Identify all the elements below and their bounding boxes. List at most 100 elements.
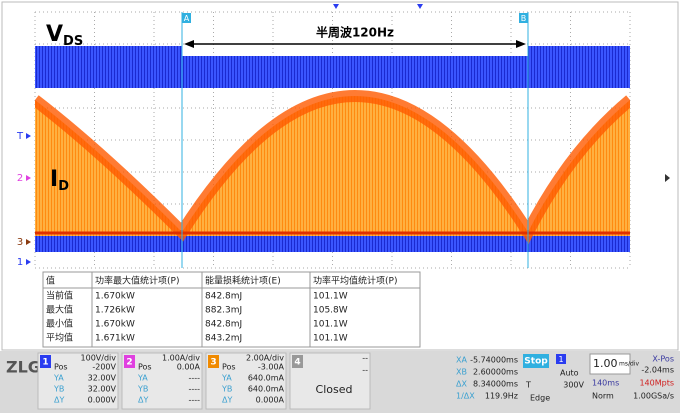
run-state: Stop	[524, 357, 548, 367]
id-edge	[35, 90, 630, 245]
cursor-b-tag	[519, 13, 528, 23]
channel-number: 4	[294, 358, 300, 368]
table-cell: 1.671kW	[95, 334, 135, 344]
channel-field: YA	[137, 374, 148, 383]
vds-sub: DS	[63, 34, 83, 49]
channel-value: 640.0mA	[248, 385, 285, 394]
trigger-level: 300V	[563, 381, 584, 390]
table-cell: 最大值	[46, 304, 73, 316]
channel4-line: Closed	[316, 383, 353, 396]
table-cell: 平均值	[46, 332, 73, 344]
channel-badge	[124, 355, 135, 368]
readout-label: 1/ΔX	[456, 392, 475, 401]
table-cell: 最小值	[46, 318, 73, 330]
trigger-source: 1	[558, 355, 563, 364]
cursor-b-label: B	[521, 14, 527, 23]
table-cell: 1.670kW	[95, 292, 135, 302]
table-header: 值	[46, 275, 55, 287]
table-header: 能量损耗统计项(E)	[205, 275, 281, 287]
cursor-a-tag	[182, 13, 191, 23]
table-cell: 105.8W	[313, 306, 348, 316]
table-cell: 101.1W	[313, 334, 348, 344]
timebase-scale: 1.00	[593, 357, 618, 370]
readout-value: 8.34000ms	[473, 380, 518, 389]
marker-arrow	[26, 175, 31, 181]
marker-arrow	[26, 239, 31, 245]
table-cell: 当前值	[46, 290, 73, 302]
vds-label: VDS	[46, 22, 83, 49]
channel-value: 0.000A	[256, 396, 285, 405]
sample-rate: 1.00GSa/s	[633, 392, 674, 401]
table-header: 功率最大值统计项(P)	[95, 275, 179, 287]
channel-number: 1	[42, 358, 48, 368]
channel-field: ΔY	[54, 396, 64, 405]
channel-scale: 2.00A/div	[246, 354, 284, 363]
channel-field: Pos	[222, 363, 236, 372]
channel-panel	[37, 352, 119, 410]
channel-number: 2	[126, 358, 132, 368]
channel-badge	[292, 355, 303, 368]
readout-label: XB	[456, 368, 467, 377]
channel-field: YA	[221, 374, 232, 383]
channel-badge	[208, 355, 219, 368]
record-points: 140Mpts	[639, 379, 674, 388]
trigger-source-badge	[556, 354, 566, 364]
table-cell: 842.8mJ	[205, 292, 242, 302]
channel4-line: --	[362, 366, 368, 375]
trigger-mode: Auto	[560, 369, 579, 378]
channel-marker: T	[16, 131, 24, 142]
channel-value: 32.00V	[88, 374, 117, 383]
timebase-box	[589, 353, 631, 375]
channel-badge	[40, 355, 51, 368]
table-cell: 1.670kW	[95, 320, 135, 330]
table-cell: 842.8mJ	[205, 320, 242, 330]
table-cell: 1.726kW	[95, 306, 135, 316]
marker-arrow	[26, 259, 31, 265]
channel-value: -3.00A	[258, 363, 285, 372]
channel-panel	[121, 352, 203, 410]
channel-scale: 100V/div	[81, 354, 117, 363]
channel-value: ----	[188, 396, 200, 405]
channel-number: 3	[210, 358, 216, 368]
id-label: ID	[50, 167, 69, 194]
readout-value: 119.9Hz	[485, 392, 518, 401]
readout-value: -5.74000ms	[470, 356, 518, 365]
vds-main: V	[46, 22, 63, 47]
readout-label: ΔX	[456, 380, 467, 389]
xpos-label: X-Pos	[652, 355, 674, 364]
channel-value: ----	[188, 385, 200, 394]
record-length: 140ms	[592, 379, 619, 388]
stop-button[interactable]	[523, 354, 549, 368]
channel-field: Pos	[138, 363, 152, 372]
channel-field: YB	[137, 385, 148, 394]
channel-marker: 1	[17, 257, 23, 268]
channel-marker: 2	[17, 173, 23, 184]
channel-value: -200V	[92, 363, 116, 372]
channel-scale: 1.00A/div	[162, 354, 200, 363]
cursor-a-label: A	[184, 14, 190, 23]
channel-field: YB	[53, 385, 64, 394]
table-cell: 101.1W	[313, 292, 348, 302]
channel-value: 0.00A	[177, 363, 201, 372]
channel-field: ΔY	[138, 396, 148, 405]
table-cell: 843.2mJ	[205, 334, 242, 344]
stats-table	[42, 271, 421, 348]
trigger-type: Edge	[530, 394, 550, 403]
channel-field: YA	[53, 374, 64, 383]
channel-marker: 3	[17, 237, 23, 248]
timebase-unit: ms/div	[619, 361, 639, 368]
id-sub: D	[58, 179, 69, 194]
readout-value: 2.60000ms	[473, 368, 518, 377]
readout-label: XA	[456, 356, 467, 365]
xpos: -2.04ms	[641, 366, 674, 375]
trigger-level-label: T	[525, 381, 531, 390]
side-arrow	[665, 174, 670, 182]
vds-band	[35, 46, 630, 88]
channel-field: Pos	[54, 363, 68, 372]
annotation-bg	[300, 26, 410, 40]
table-cell: 101.1W	[313, 320, 348, 330]
annotation: 半周波120Hz	[316, 25, 394, 40]
id-main: I	[50, 167, 58, 192]
